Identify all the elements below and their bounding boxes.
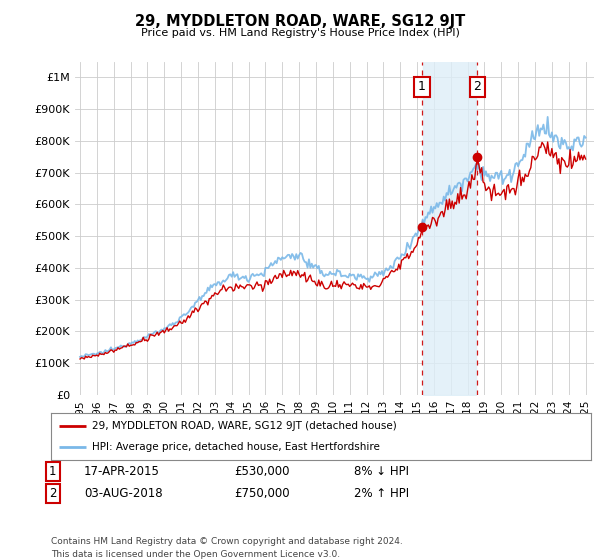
Text: 2: 2 (473, 81, 481, 94)
Text: 29, MYDDLETON ROAD, WARE, SG12 9JT (detached house): 29, MYDDLETON ROAD, WARE, SG12 9JT (deta… (91, 421, 396, 431)
Text: Price paid vs. HM Land Registry's House Price Index (HPI): Price paid vs. HM Land Registry's House … (140, 28, 460, 38)
Text: 8% ↓ HPI: 8% ↓ HPI (354, 465, 409, 478)
Text: 1: 1 (49, 465, 56, 478)
Text: 2% ↑ HPI: 2% ↑ HPI (354, 487, 409, 501)
Text: £750,000: £750,000 (234, 487, 290, 501)
Text: HPI: Average price, detached house, East Hertfordshire: HPI: Average price, detached house, East… (91, 442, 379, 452)
Text: 17-APR-2015: 17-APR-2015 (84, 465, 160, 478)
Text: 2: 2 (49, 487, 56, 501)
Text: 1: 1 (418, 81, 426, 94)
Text: 29, MYDDLETON ROAD, WARE, SG12 9JT: 29, MYDDLETON ROAD, WARE, SG12 9JT (135, 14, 465, 29)
Text: 03-AUG-2018: 03-AUG-2018 (84, 487, 163, 501)
Text: Contains HM Land Registry data © Crown copyright and database right 2024.
This d: Contains HM Land Registry data © Crown c… (51, 536, 403, 559)
Text: £530,000: £530,000 (234, 465, 290, 478)
